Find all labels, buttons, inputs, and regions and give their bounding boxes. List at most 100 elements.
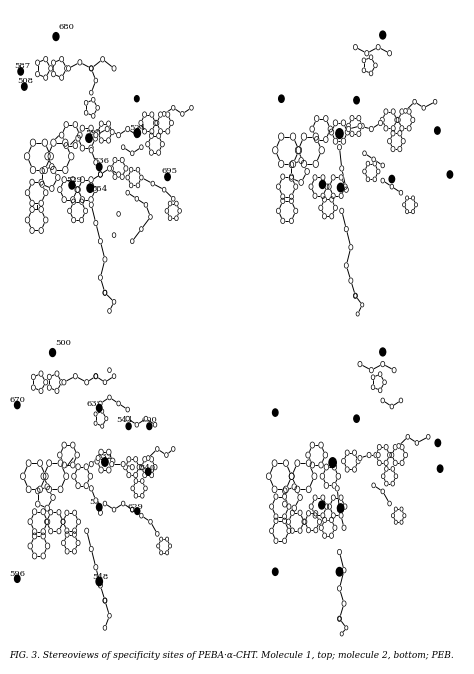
Circle shape — [342, 568, 346, 573]
Circle shape — [60, 57, 64, 62]
Text: FIG. 3. Stereoviews of specificity sites of PEBA·α-CHT. Molecule 1, top; molecul: FIG. 3. Stereoviews of specificity sites… — [9, 650, 454, 660]
Circle shape — [309, 504, 313, 510]
Circle shape — [391, 125, 395, 131]
Circle shape — [73, 373, 77, 379]
Circle shape — [45, 505, 49, 511]
Circle shape — [270, 528, 273, 534]
Circle shape — [126, 407, 129, 412]
Circle shape — [394, 520, 397, 524]
Circle shape — [155, 531, 159, 537]
Circle shape — [406, 435, 410, 439]
Circle shape — [371, 375, 375, 379]
Circle shape — [313, 175, 317, 180]
Circle shape — [149, 519, 152, 524]
Circle shape — [62, 442, 66, 448]
Circle shape — [366, 161, 370, 166]
Circle shape — [71, 462, 75, 468]
Circle shape — [391, 481, 394, 486]
Circle shape — [289, 194, 293, 200]
Circle shape — [391, 131, 395, 136]
Circle shape — [407, 125, 411, 131]
Circle shape — [329, 533, 334, 539]
Circle shape — [83, 208, 88, 214]
Circle shape — [337, 549, 341, 555]
Text: 524: 524 — [129, 123, 145, 131]
Circle shape — [388, 138, 392, 144]
Circle shape — [102, 458, 108, 466]
Circle shape — [330, 214, 334, 219]
Circle shape — [99, 121, 103, 127]
Circle shape — [146, 468, 151, 475]
Circle shape — [296, 147, 301, 154]
Circle shape — [80, 217, 83, 223]
Circle shape — [94, 564, 98, 570]
Circle shape — [94, 220, 98, 226]
Circle shape — [99, 467, 103, 473]
Circle shape — [337, 586, 341, 591]
Circle shape — [320, 473, 325, 479]
Circle shape — [25, 217, 30, 223]
Circle shape — [40, 181, 45, 187]
Circle shape — [279, 95, 284, 102]
Circle shape — [76, 519, 81, 524]
Circle shape — [112, 233, 116, 237]
Circle shape — [45, 484, 49, 490]
Circle shape — [103, 598, 107, 603]
Circle shape — [376, 44, 380, 50]
Circle shape — [36, 488, 40, 494]
Circle shape — [422, 105, 426, 111]
Circle shape — [295, 486, 300, 493]
Circle shape — [391, 109, 395, 115]
Circle shape — [130, 464, 134, 470]
Circle shape — [358, 361, 362, 367]
Circle shape — [339, 175, 343, 180]
Circle shape — [117, 132, 121, 137]
Circle shape — [158, 129, 163, 134]
Circle shape — [306, 460, 311, 466]
Circle shape — [319, 501, 325, 509]
Circle shape — [337, 507, 341, 512]
Circle shape — [31, 374, 36, 379]
Circle shape — [278, 160, 284, 168]
Text: 695: 695 — [162, 167, 177, 175]
Circle shape — [73, 532, 76, 537]
Text: 629: 629 — [128, 503, 144, 511]
Circle shape — [384, 125, 388, 131]
Circle shape — [57, 510, 61, 515]
Circle shape — [413, 99, 417, 104]
Circle shape — [156, 150, 161, 155]
Circle shape — [331, 175, 335, 180]
Circle shape — [80, 197, 85, 203]
Circle shape — [380, 31, 386, 39]
Circle shape — [313, 193, 317, 199]
Circle shape — [369, 55, 373, 60]
Text: 554: 554 — [92, 185, 108, 193]
Circle shape — [39, 200, 44, 206]
Circle shape — [50, 164, 54, 170]
Circle shape — [98, 239, 102, 244]
Circle shape — [399, 398, 403, 403]
Circle shape — [172, 105, 175, 111]
Circle shape — [130, 151, 134, 156]
Circle shape — [274, 538, 278, 543]
Circle shape — [289, 174, 293, 179]
Circle shape — [390, 452, 394, 458]
Circle shape — [150, 112, 154, 117]
Circle shape — [30, 139, 36, 146]
Circle shape — [388, 501, 392, 506]
Circle shape — [78, 59, 82, 65]
Circle shape — [44, 75, 48, 80]
Circle shape — [15, 401, 20, 408]
Circle shape — [388, 51, 392, 56]
Circle shape — [333, 205, 337, 210]
Circle shape — [391, 466, 394, 471]
Circle shape — [48, 153, 54, 160]
Circle shape — [46, 543, 50, 549]
Circle shape — [44, 217, 48, 223]
Circle shape — [139, 513, 143, 518]
Circle shape — [94, 412, 97, 416]
Circle shape — [73, 143, 78, 149]
Circle shape — [18, 68, 23, 75]
Circle shape — [372, 483, 375, 488]
Circle shape — [276, 208, 281, 214]
